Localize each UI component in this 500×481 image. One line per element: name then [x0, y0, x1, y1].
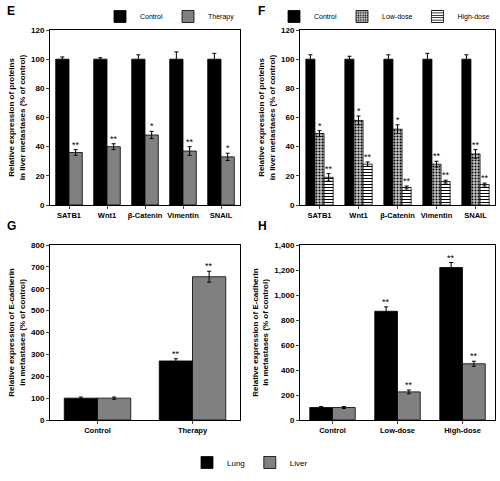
svg-text:**: ** [72, 140, 80, 150]
svg-text:Therapy: Therapy [178, 426, 208, 435]
svg-text:400: 400 [281, 366, 295, 375]
svg-text:Relative expression of E-cadhe: Relative expression of E-cadherinin meta… [251, 268, 270, 397]
svg-text:600: 600 [281, 341, 295, 350]
svg-text:80: 80 [285, 84, 294, 93]
svg-text:β-Catenin: β-Catenin [380, 211, 415, 220]
svg-text:SATB1: SATB1 [307, 211, 331, 220]
svg-text:Control: Control [314, 13, 337, 20]
svg-text:120: 120 [31, 26, 45, 35]
svg-text:Low-dose: Low-dose [382, 13, 412, 20]
svg-text:500: 500 [31, 306, 45, 315]
svg-text:100: 100 [31, 394, 45, 403]
svg-text:*: * [150, 121, 154, 131]
svg-text:700: 700 [31, 263, 45, 272]
svg-text:1,000: 1,000 [274, 291, 295, 300]
svg-text:*: * [318, 121, 322, 131]
svg-text:300: 300 [31, 350, 45, 359]
svg-text:**: ** [405, 380, 413, 390]
svg-text:β-Catenin: β-Catenin [128, 211, 163, 220]
svg-text:Liver: Liver [290, 459, 308, 468]
svg-text:**: ** [481, 173, 489, 183]
svg-text:**: ** [110, 134, 118, 144]
svg-text:Control: Control [319, 426, 346, 435]
svg-text:SNAIL: SNAIL [464, 211, 487, 220]
svg-text:800: 800 [31, 241, 45, 250]
svg-text:Lung: Lung [227, 459, 245, 468]
svg-text:**: ** [382, 297, 390, 307]
svg-text:*: * [396, 115, 400, 125]
svg-text:200: 200 [31, 372, 45, 381]
svg-text:SNAIL: SNAIL [210, 211, 233, 220]
svg-text:Relative expression of protein: Relative expression of proteinsin liver … [7, 54, 26, 180]
svg-text:100: 100 [281, 55, 295, 64]
svg-text:1,400: 1,400 [274, 241, 295, 250]
svg-text:60: 60 [35, 113, 44, 122]
svg-text:High-dose: High-dose [444, 426, 481, 435]
svg-text:600: 600 [31, 285, 45, 294]
svg-text:Low-dose: Low-dose [380, 426, 415, 435]
svg-text:Wnt1: Wnt1 [98, 211, 116, 220]
svg-text:Therapy: Therapy [208, 13, 234, 21]
svg-text:G: G [7, 219, 16, 233]
svg-text:**: ** [364, 152, 372, 162]
svg-text:F: F [258, 4, 265, 18]
svg-text:Vimentin: Vimentin [167, 211, 199, 220]
svg-text:**: ** [472, 140, 480, 150]
svg-text:E: E [7, 4, 15, 18]
svg-text:400: 400 [31, 328, 45, 337]
svg-text:**: ** [433, 151, 441, 161]
svg-text:Control: Control [84, 426, 111, 435]
svg-text:0: 0 [40, 416, 45, 425]
svg-text:40: 40 [285, 142, 294, 151]
svg-text:Relative expression of protein: Relative expression of proteinsin liver … [257, 54, 276, 180]
svg-text:**: ** [447, 253, 455, 263]
svg-text:Wnt1: Wnt1 [349, 211, 367, 220]
svg-text:0: 0 [290, 201, 295, 210]
svg-text:*: * [226, 143, 230, 153]
svg-text:20: 20 [35, 172, 44, 181]
svg-text:0: 0 [40, 201, 45, 210]
svg-text:**: ** [205, 261, 213, 271]
svg-text:High-dose: High-dose [457, 13, 489, 21]
svg-text:80: 80 [35, 84, 44, 93]
svg-text:H: H [258, 219, 267, 233]
svg-text:100: 100 [31, 55, 45, 64]
svg-text:60: 60 [285, 113, 294, 122]
svg-text:Vimentin: Vimentin [421, 211, 453, 220]
svg-text:**: ** [403, 176, 411, 186]
svg-text:20: 20 [285, 172, 294, 181]
svg-text:*: * [357, 106, 361, 116]
svg-text:1,200: 1,200 [274, 266, 295, 275]
svg-text:120: 120 [281, 26, 295, 35]
svg-text:**: ** [442, 170, 450, 180]
svg-text:800: 800 [281, 316, 295, 325]
svg-text:200: 200 [281, 391, 295, 400]
svg-text:0: 0 [290, 416, 295, 425]
svg-text:**: ** [172, 349, 180, 359]
svg-text:Relative expression of E-cadhe: Relative expression of E-cadherinin meta… [7, 268, 26, 397]
svg-text:**: ** [325, 164, 333, 174]
svg-text:**: ** [186, 137, 194, 147]
svg-text:Control: Control [140, 13, 163, 20]
svg-text:**: ** [470, 351, 478, 361]
svg-text:SATB1: SATB1 [57, 211, 81, 220]
svg-text:40: 40 [35, 142, 44, 151]
